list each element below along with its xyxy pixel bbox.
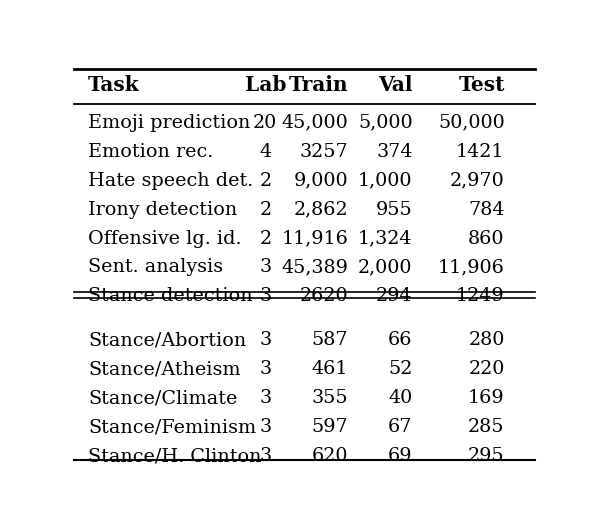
Text: Test: Test — [459, 75, 505, 94]
Text: Stance/Feminism: Stance/Feminism — [88, 418, 256, 436]
Text: 3: 3 — [259, 331, 271, 350]
Text: Stance/Climate: Stance/Climate — [88, 389, 238, 407]
Text: 3: 3 — [259, 389, 271, 407]
Text: Sent. analysis: Sent. analysis — [88, 259, 223, 276]
Text: 2,970: 2,970 — [450, 172, 505, 189]
Text: 169: 169 — [468, 389, 505, 407]
Text: 374: 374 — [376, 143, 413, 161]
Text: 50,000: 50,000 — [438, 114, 505, 132]
Text: 1249: 1249 — [456, 288, 505, 305]
Text: 2,862: 2,862 — [293, 201, 348, 218]
Text: 295: 295 — [468, 447, 505, 465]
Text: Task: Task — [88, 75, 140, 94]
Text: Hate speech det.: Hate speech det. — [88, 172, 253, 189]
Text: 280: 280 — [468, 331, 505, 350]
Text: 3: 3 — [259, 360, 271, 378]
Text: 597: 597 — [311, 418, 348, 436]
Text: 294: 294 — [376, 288, 413, 305]
Text: Stance/Abortion: Stance/Abortion — [88, 331, 247, 350]
Text: Emoji prediction: Emoji prediction — [88, 114, 251, 132]
Text: 355: 355 — [311, 389, 348, 407]
Text: Val: Val — [378, 75, 413, 94]
Text: 2: 2 — [259, 172, 271, 189]
Text: 620: 620 — [312, 447, 348, 465]
Text: 3257: 3257 — [299, 143, 348, 161]
Text: 1421: 1421 — [456, 143, 505, 161]
Text: 955: 955 — [376, 201, 413, 218]
Text: Emotion rec.: Emotion rec. — [88, 143, 213, 161]
Text: 11,916: 11,916 — [282, 230, 348, 247]
Text: 220: 220 — [468, 360, 505, 378]
Text: 45,389: 45,389 — [282, 259, 348, 276]
Text: 20: 20 — [253, 114, 277, 132]
Text: 3: 3 — [259, 447, 271, 465]
Text: 67: 67 — [388, 418, 413, 436]
Text: Stance/Atheism: Stance/Atheism — [88, 360, 241, 378]
Text: Irony detection: Irony detection — [88, 201, 238, 218]
Text: 784: 784 — [468, 201, 505, 218]
Text: 5,000: 5,000 — [358, 114, 413, 132]
Text: 9,000: 9,000 — [293, 172, 348, 189]
Text: 461: 461 — [312, 360, 348, 378]
Text: 2: 2 — [259, 230, 271, 247]
Text: 3: 3 — [259, 418, 271, 436]
Text: 40: 40 — [388, 389, 413, 407]
Text: 52: 52 — [388, 360, 413, 378]
Text: 11,906: 11,906 — [438, 259, 505, 276]
Text: Offensive lg. id.: Offensive lg. id. — [88, 230, 242, 247]
Text: Lab: Lab — [245, 75, 286, 94]
Text: 3: 3 — [259, 259, 271, 276]
Text: 587: 587 — [311, 331, 348, 350]
Text: Train: Train — [289, 75, 348, 94]
Text: Stance/H. Clinton: Stance/H. Clinton — [88, 447, 261, 465]
Text: 2,000: 2,000 — [358, 259, 413, 276]
Text: 69: 69 — [388, 447, 413, 465]
Text: 285: 285 — [468, 418, 505, 436]
Text: 2: 2 — [259, 201, 271, 218]
Text: 1,324: 1,324 — [358, 230, 413, 247]
Text: Stance detection: Stance detection — [88, 288, 252, 305]
Text: 4: 4 — [259, 143, 271, 161]
Text: 2620: 2620 — [299, 288, 348, 305]
Text: 66: 66 — [388, 331, 413, 350]
Text: 1,000: 1,000 — [358, 172, 413, 189]
Text: 3: 3 — [259, 288, 271, 305]
Text: 860: 860 — [468, 230, 505, 247]
Text: 45,000: 45,000 — [282, 114, 348, 132]
